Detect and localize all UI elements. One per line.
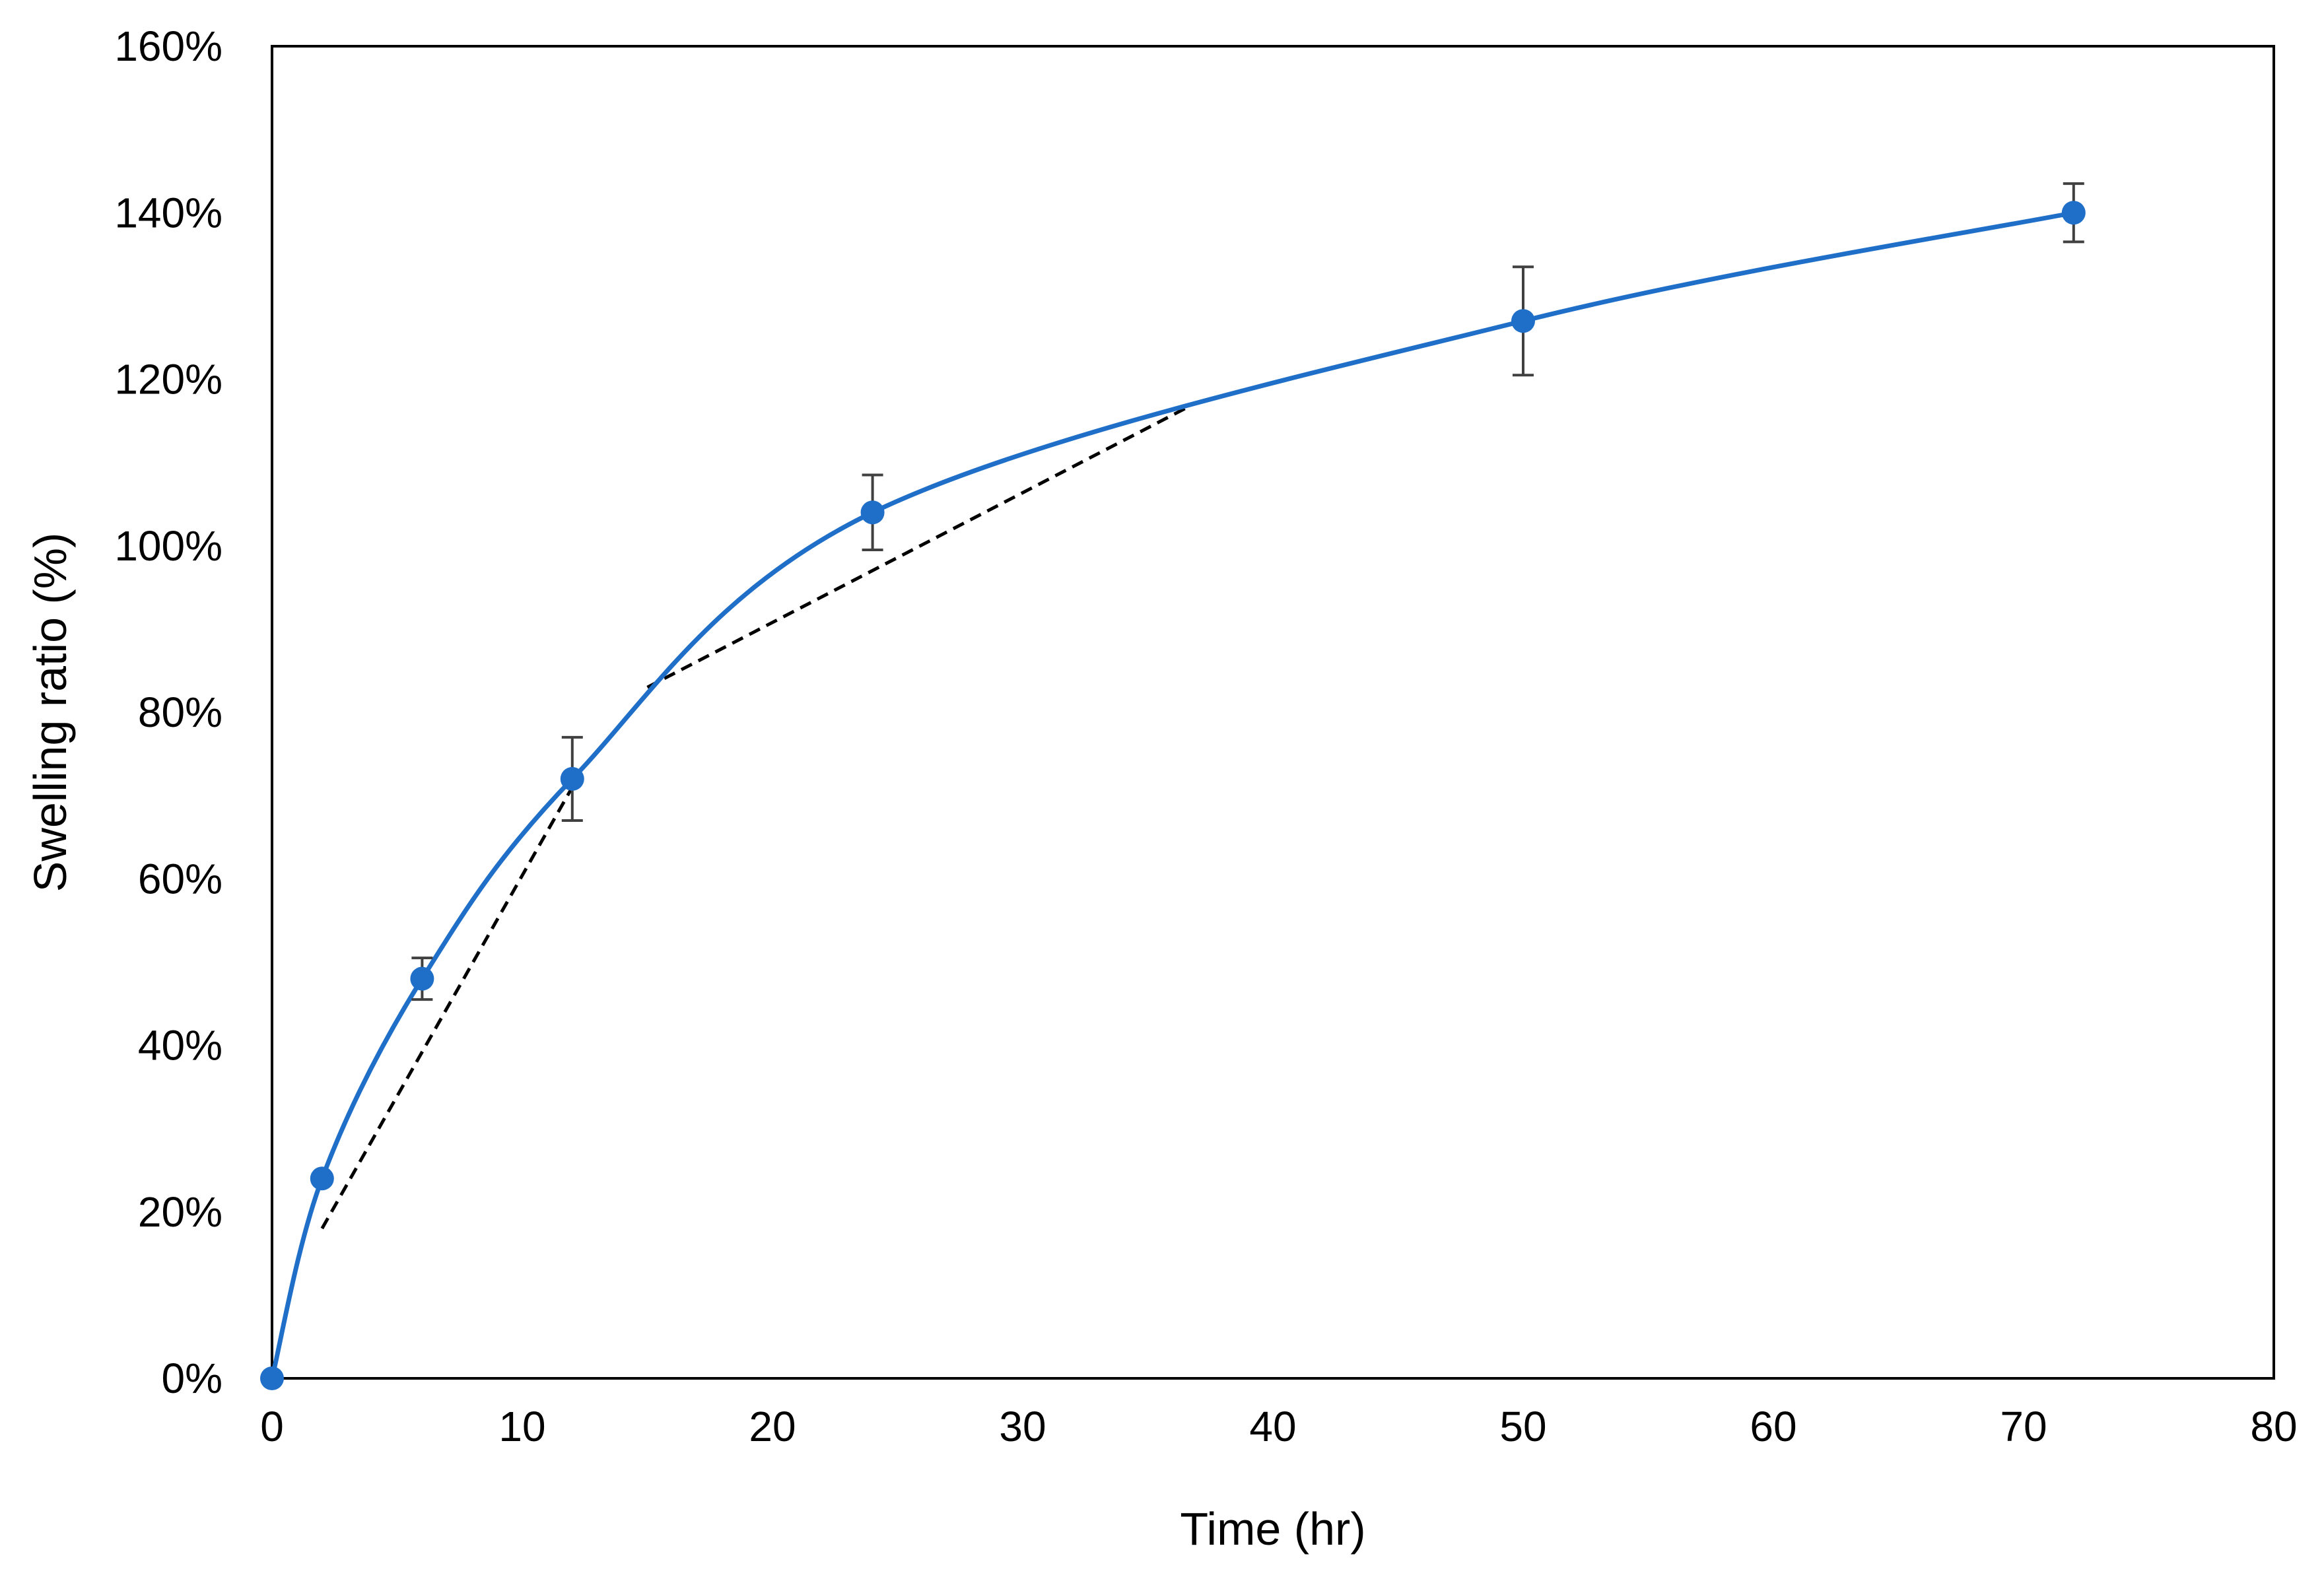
y-axis-label: Swelling ratio (%) xyxy=(24,533,76,892)
data-point xyxy=(2061,201,2086,225)
x-tick-label: 10 xyxy=(498,1403,545,1450)
x-axis-label: Time (hr) xyxy=(1180,1503,1365,1555)
x-tick-label: 60 xyxy=(1750,1403,1796,1450)
x-tick-label: 50 xyxy=(1499,1403,1546,1450)
data-point xyxy=(560,766,584,791)
data-point xyxy=(310,1166,334,1191)
plot-area-frame xyxy=(271,45,2275,1380)
y-tick-label: 20% xyxy=(138,1188,222,1236)
x-tick-label: 20 xyxy=(749,1403,796,1450)
x-tick-label: 70 xyxy=(2000,1403,2047,1450)
data-point xyxy=(410,966,434,991)
y-tick-label: 120% xyxy=(114,356,222,403)
y-axis-ticks: 0% 20% 40% 60% 80% 100% 120% 140% 160% xyxy=(114,22,222,1402)
data-point xyxy=(860,500,885,525)
y-tick-label: 40% xyxy=(138,1022,222,1069)
y-tick-label: 0% xyxy=(162,1355,223,1402)
y-tick-label: 160% xyxy=(114,22,222,70)
data-series xyxy=(260,182,2086,1390)
dashed-trend-lines xyxy=(320,407,1186,1230)
x-tick-label: 0 xyxy=(260,1403,284,1450)
x-tick-label: 40 xyxy=(1249,1403,1296,1450)
y-tick-label: 100% xyxy=(114,522,222,570)
y-tick-label: 80% xyxy=(138,689,222,736)
x-axis-ticks: 0 10 20 30 40 50 60 70 80 xyxy=(260,1403,2297,1450)
data-point xyxy=(260,1366,284,1390)
x-tick-label: 80 xyxy=(2250,1403,2297,1450)
data-point xyxy=(1511,309,1535,333)
series-line xyxy=(269,210,2076,1381)
dashed-trend-line xyxy=(646,407,1186,689)
y-tick-label: 140% xyxy=(114,189,222,236)
dashed-trend-line xyxy=(320,786,574,1230)
x-tick-label: 30 xyxy=(999,1403,1046,1450)
y-tick-label: 60% xyxy=(138,855,222,902)
